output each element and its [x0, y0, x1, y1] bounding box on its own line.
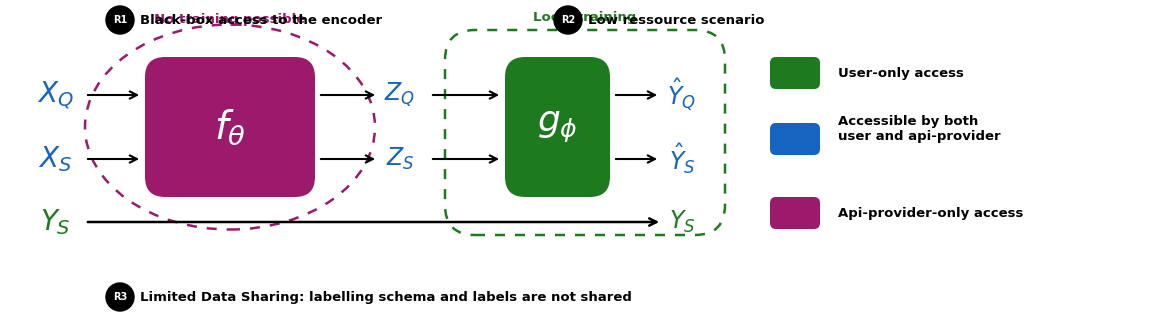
Text: Black-box access to the encoder: Black-box access to the encoder — [140, 13, 382, 26]
Text: Limited Data Sharing: labelling schema and labels are not shared: Limited Data Sharing: labelling schema a… — [140, 290, 632, 303]
Text: Accessible by both
user and api-provider: Accessible by both user and api-provider — [838, 115, 1001, 143]
Text: $f_\theta$: $f_\theta$ — [214, 107, 246, 147]
Circle shape — [106, 6, 134, 34]
Text: $Z_Q$: $Z_Q$ — [384, 81, 416, 109]
Text: R3: R3 — [113, 292, 127, 302]
FancyBboxPatch shape — [771, 57, 819, 89]
FancyBboxPatch shape — [505, 57, 610, 197]
Text: Api-provider-only access: Api-provider-only access — [838, 206, 1023, 219]
Text: User-only access: User-only access — [838, 66, 964, 79]
Text: R2: R2 — [561, 15, 575, 25]
Text: $X_Q$: $X_Q$ — [36, 79, 73, 111]
FancyBboxPatch shape — [146, 57, 315, 197]
Text: R1: R1 — [113, 15, 127, 25]
Text: $X_S$: $X_S$ — [38, 144, 72, 174]
Text: $\hat{Y}_S$: $\hat{Y}_S$ — [668, 142, 695, 176]
Text: Low ressource scenario: Low ressource scenario — [588, 13, 765, 26]
Circle shape — [106, 283, 134, 311]
FancyBboxPatch shape — [771, 123, 819, 155]
FancyBboxPatch shape — [771, 197, 819, 229]
Text: $Y_S$: $Y_S$ — [40, 207, 70, 237]
Text: $\hat{Y}_Q$: $\hat{Y}_Q$ — [667, 77, 696, 113]
Text: $g_\phi$: $g_\phi$ — [537, 110, 577, 145]
Text: $Z_S$: $Z_S$ — [385, 146, 414, 172]
Circle shape — [554, 6, 582, 34]
Text: Local training: Local training — [533, 11, 637, 24]
Text: $Y_S$: $Y_S$ — [669, 209, 695, 235]
Text: No training possible: No training possible — [155, 12, 306, 26]
